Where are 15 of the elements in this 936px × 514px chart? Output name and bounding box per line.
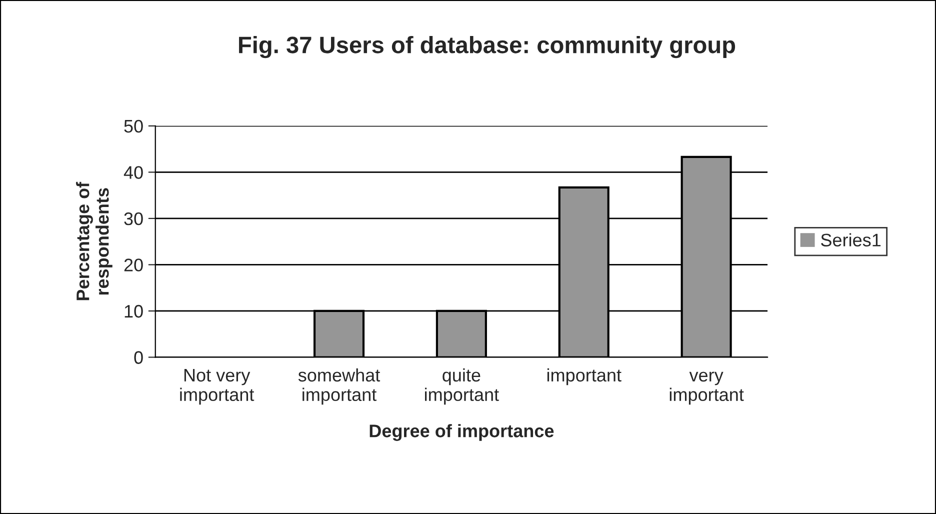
y-tick-label: 40 xyxy=(124,166,143,179)
x-axis-title: Degree of importance xyxy=(370,424,554,441)
y-tick-label: 20 xyxy=(124,258,143,272)
y-tick-label: 50 xyxy=(124,120,143,133)
legend-label: Series1 xyxy=(821,233,881,246)
chart-title: Fig. 37 Users of database: community group xyxy=(239,36,736,58)
x-tick-label: quite important xyxy=(425,368,499,405)
y-axis-title: Percentage of respondents xyxy=(76,182,112,300)
x-tick-label: very important xyxy=(670,372,744,405)
y-tick-label: 10 xyxy=(124,304,143,318)
y-tick-label: 0 xyxy=(134,351,143,364)
x-tick-label: important xyxy=(547,368,622,386)
x-tick-label: Not very important xyxy=(180,369,254,405)
y-tick-label: 30 xyxy=(124,212,143,226)
x-tick-label: somewhat important xyxy=(298,368,380,405)
